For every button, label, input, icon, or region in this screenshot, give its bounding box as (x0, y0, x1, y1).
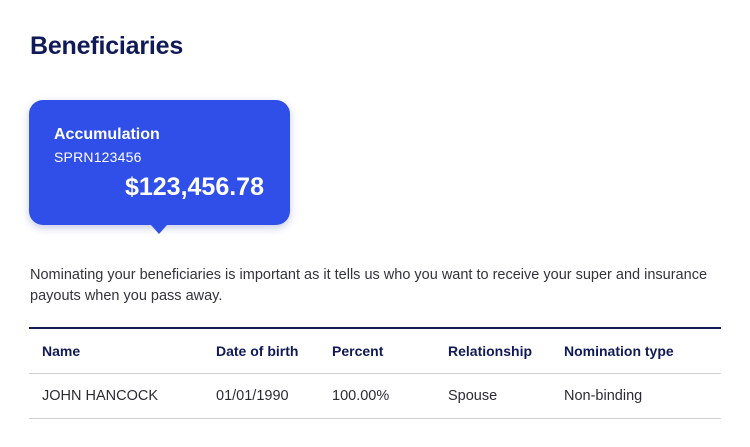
intro-text: Nominating your beneficiaries is importa… (30, 267, 708, 304)
beneficiaries-table: Name Date of birth Percent Relationship … (29, 327, 721, 419)
cell-date-of-birth: 01/01/1990 (203, 373, 319, 419)
account-number: SPRN123456 (54, 149, 142, 165)
table-header-row: Name Date of birth Percent Relationship … (29, 328, 721, 374)
account-card[interactable]: Accumulation SPRN123456 $123,456.78 (29, 100, 290, 234)
header-date-of-birth: Date of birth (203, 328, 319, 374)
page-title: Beneficiaries (30, 32, 184, 60)
header-relationship: Relationship (435, 328, 551, 374)
cell-relationship: Spouse (435, 373, 551, 419)
account-balance: $123,456.78 (124, 173, 264, 201)
header-nomination-type: Nomination type (551, 328, 721, 374)
header-name: Name (29, 328, 203, 374)
header-percent: Percent (319, 328, 435, 374)
account-name: Accumulation (54, 126, 160, 143)
cell-name: JOHN HANCOCK (29, 373, 203, 419)
cell-percent: 100.00% (319, 373, 435, 419)
table-row: JOHN HANCOCK 01/01/1990 100.00% Spouse N… (29, 373, 721, 419)
cell-nomination-type: Non-binding (551, 373, 721, 419)
